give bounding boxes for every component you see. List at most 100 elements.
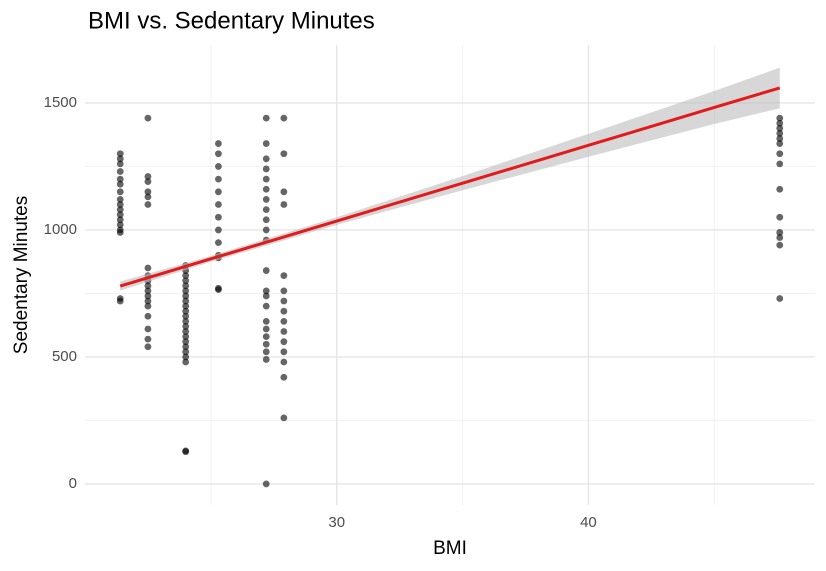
point: [182, 358, 190, 366]
point: [144, 264, 152, 272]
point: [116, 221, 124, 229]
point: [116, 150, 124, 158]
point: [776, 241, 784, 249]
point: [776, 150, 784, 158]
chart-title: BMI vs. Sedentary Minutes: [88, 7, 375, 34]
point: [215, 140, 222, 147]
point: [280, 414, 288, 422]
point: [776, 185, 784, 193]
point: [215, 213, 222, 221]
point: [116, 206, 124, 213]
point: [144, 297, 152, 305]
point: [144, 343, 152, 351]
fit-line: [119, 86, 781, 288]
point: [280, 272, 288, 280]
point: [182, 277, 190, 285]
point: [262, 185, 270, 193]
point: [262, 165, 270, 173]
x-axis-title: BMI: [433, 538, 467, 559]
point: [262, 292, 270, 300]
point: [116, 201, 124, 208]
point: [182, 292, 190, 300]
point: [144, 312, 152, 320]
point: [144, 287, 152, 295]
point: [116, 168, 124, 175]
point: [144, 173, 152, 180]
point: [262, 333, 270, 340]
point: [144, 282, 152, 290]
point: [262, 340, 270, 348]
point: [776, 129, 784, 137]
point: [262, 206, 270, 213]
point: [144, 335, 152, 343]
point: [144, 302, 152, 310]
y-tick-label: 1000: [44, 221, 77, 238]
point: [262, 480, 270, 488]
point: [280, 297, 288, 305]
point: [215, 239, 222, 247]
point: [116, 175, 124, 183]
point: [280, 358, 288, 366]
point: [182, 338, 190, 346]
point: [776, 114, 784, 122]
point: [262, 216, 270, 224]
point: [182, 353, 190, 361]
point: [776, 295, 784, 302]
point: [182, 312, 190, 320]
point: [262, 226, 270, 234]
point: [116, 216, 124, 224]
point: [182, 328, 190, 335]
point: [280, 328, 288, 335]
point: [776, 119, 784, 127]
point: [182, 287, 190, 295]
point: [144, 292, 152, 300]
point: [262, 325, 270, 333]
point: [215, 201, 222, 208]
point: [144, 114, 152, 122]
point: [182, 297, 190, 305]
point: [262, 348, 270, 356]
point: [262, 317, 270, 325]
point: [280, 188, 288, 196]
point: [776, 135, 784, 142]
point: [182, 343, 190, 351]
point: [116, 226, 124, 234]
point: [215, 150, 222, 158]
point: [262, 155, 270, 163]
point: [776, 124, 784, 132]
point: [776, 229, 784, 236]
point: [280, 317, 288, 325]
point: [215, 163, 222, 170]
point: [116, 295, 124, 302]
point: [144, 325, 152, 333]
point: [776, 160, 784, 168]
point: [262, 267, 270, 274]
point: [182, 333, 190, 340]
y-axis-title: Sedentary Minutes: [11, 196, 32, 354]
point: [280, 348, 288, 356]
point: [144, 188, 152, 196]
x-tick-label: 30: [328, 514, 345, 531]
point: [280, 373, 288, 381]
point: [280, 201, 288, 208]
point: [116, 160, 124, 168]
point: [182, 307, 190, 315]
point: [116, 180, 124, 188]
point: [182, 272, 190, 280]
point: [280, 338, 288, 346]
x-tick-label: 40: [580, 514, 597, 531]
point: [182, 348, 190, 356]
point: [116, 211, 124, 219]
point: [182, 282, 190, 290]
point: [262, 287, 270, 295]
point: [144, 178, 152, 186]
point: [215, 188, 222, 196]
point: [262, 140, 270, 147]
point: [262, 356, 270, 363]
y-tick-label: 1500: [44, 94, 77, 111]
point: [144, 201, 152, 208]
point: [182, 447, 190, 455]
point: [182, 323, 190, 330]
y-tick-label: 500: [52, 348, 77, 365]
